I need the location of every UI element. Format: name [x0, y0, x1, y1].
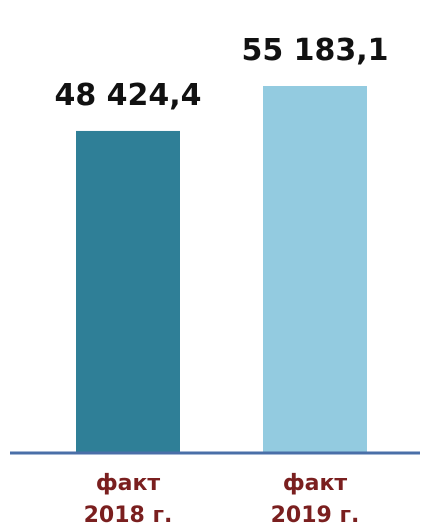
value-label-1: 48 424,4	[54, 78, 201, 113]
category-label-1-line2: 2018 г.	[84, 503, 173, 528]
category-label-1-line1: факт	[96, 471, 161, 496]
value-label-2: 55 183,1	[241, 33, 388, 68]
value-labels-group: 48 424,4 55 183,1	[54, 33, 388, 113]
category-label-2-line1: факт	[283, 471, 348, 496]
category-labels-group: факт 2018 г. факт 2019 г.	[84, 471, 360, 528]
category-label-2-line2: 2019 г.	[271, 503, 360, 528]
bar-1	[76, 130, 180, 453]
bars-group	[76, 86, 367, 453]
bar-2	[263, 86, 367, 453]
